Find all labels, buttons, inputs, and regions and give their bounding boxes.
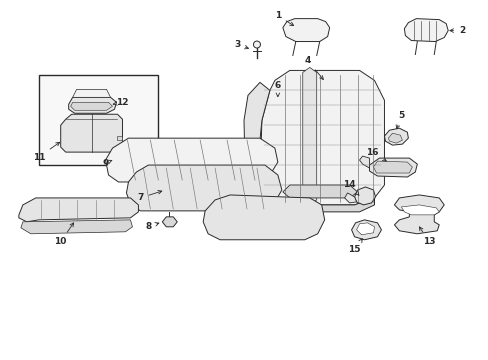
Polygon shape — [203, 195, 324, 240]
Polygon shape — [244, 82, 269, 175]
Text: 5: 5 — [395, 111, 404, 129]
Polygon shape — [351, 220, 381, 240]
Bar — [39, 75, 158, 165]
Polygon shape — [369, 158, 416, 177]
Text: 3: 3 — [233, 40, 248, 49]
Polygon shape — [19, 198, 138, 222]
Polygon shape — [356, 223, 374, 235]
Polygon shape — [105, 138, 277, 182]
Polygon shape — [126, 165, 281, 211]
Text: 14: 14 — [343, 180, 358, 195]
Text: 11: 11 — [33, 142, 60, 162]
Text: 10: 10 — [55, 223, 73, 246]
Polygon shape — [117, 136, 122, 140]
Polygon shape — [359, 156, 369, 168]
Text: 12: 12 — [113, 98, 128, 107]
Polygon shape — [373, 161, 411, 173]
Polygon shape — [162, 217, 177, 227]
Text: 1: 1 — [274, 11, 293, 26]
Polygon shape — [68, 97, 116, 113]
Text: 9: 9 — [102, 158, 112, 167]
Text: 13: 13 — [419, 227, 435, 246]
Polygon shape — [260, 71, 384, 205]
Polygon shape — [387, 133, 402, 143]
Text: 15: 15 — [347, 239, 362, 254]
Text: 8: 8 — [145, 222, 159, 231]
Polygon shape — [267, 197, 374, 212]
Polygon shape — [71, 102, 112, 110]
Polygon shape — [73, 89, 110, 97]
Polygon shape — [354, 187, 375, 205]
Polygon shape — [61, 114, 122, 152]
Polygon shape — [282, 185, 357, 198]
Polygon shape — [401, 205, 438, 215]
Text: 7: 7 — [137, 190, 162, 202]
Text: 4: 4 — [304, 56, 323, 80]
Text: 2: 2 — [449, 26, 464, 35]
Polygon shape — [394, 195, 443, 234]
Polygon shape — [404, 19, 447, 41]
Polygon shape — [21, 220, 132, 234]
Polygon shape — [302, 67, 316, 205]
Polygon shape — [344, 193, 356, 203]
Polygon shape — [282, 19, 329, 41]
Circle shape — [253, 41, 260, 48]
Text: 16: 16 — [366, 148, 386, 161]
Polygon shape — [384, 128, 407, 145]
Text: 6: 6 — [274, 81, 281, 96]
